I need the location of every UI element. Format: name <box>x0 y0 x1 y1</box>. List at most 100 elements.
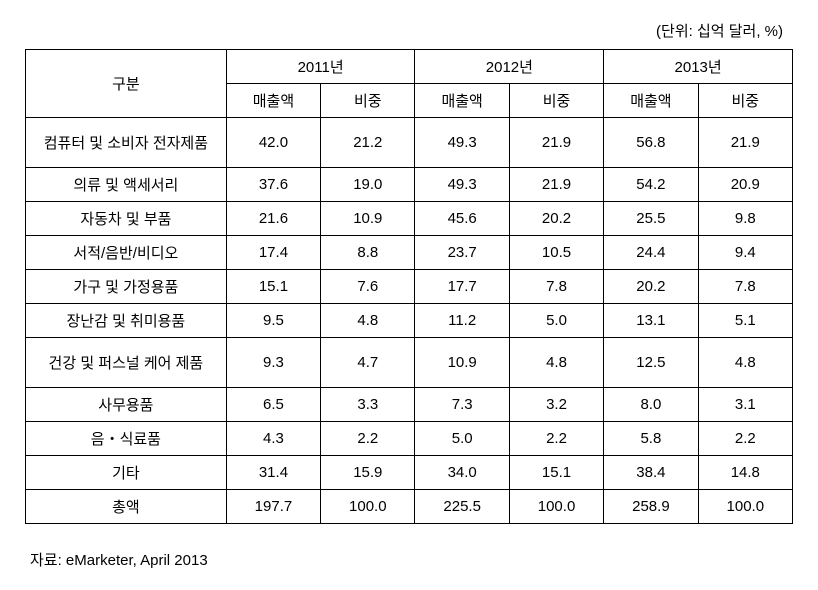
row-value: 15.1 <box>226 270 320 304</box>
row-value: 49.3 <box>415 168 509 202</box>
row-value: 3.3 <box>321 388 415 422</box>
row-value: 8.0 <box>604 388 698 422</box>
row-value: 34.0 <box>415 456 509 490</box>
subheader-sales-1: 매출액 <box>415 84 509 118</box>
row-value: 20.2 <box>509 202 603 236</box>
row-value: 7.8 <box>509 270 603 304</box>
row-value: 21.9 <box>698 118 792 168</box>
subheader-share-2: 비중 <box>698 84 792 118</box>
row-value: 21.9 <box>509 168 603 202</box>
row-value: 23.7 <box>415 236 509 270</box>
table-row: 사무용품6.53.37.33.28.03.1 <box>26 388 793 422</box>
row-category: 총액 <box>26 490 227 524</box>
row-value: 9.5 <box>226 304 320 338</box>
row-value: 21.2 <box>321 118 415 168</box>
table-row: 기타31.415.934.015.138.414.8 <box>26 456 793 490</box>
row-category: 사무용품 <box>26 388 227 422</box>
row-category: 의류 및 액세서리 <box>26 168 227 202</box>
row-category: 건강 및 퍼스널 케어 제품 <box>26 338 227 388</box>
row-value: 100.0 <box>509 490 603 524</box>
table-row: 의류 및 액세서리37.619.049.321.954.220.9 <box>26 168 793 202</box>
row-value: 37.6 <box>226 168 320 202</box>
table-body: 컴퓨터 및 소비자 전자제품42.021.249.321.956.821.9의류… <box>26 118 793 524</box>
row-value: 100.0 <box>698 490 792 524</box>
row-value: 17.7 <box>415 270 509 304</box>
table-row: 건강 및 퍼스널 케어 제품9.34.710.94.812.54.8 <box>26 338 793 388</box>
row-value: 5.8 <box>604 422 698 456</box>
row-value: 15.1 <box>509 456 603 490</box>
row-category: 가구 및 가정용품 <box>26 270 227 304</box>
unit-label: (단위: 십억 달러, %) <box>25 20 793 41</box>
row-value: 4.8 <box>509 338 603 388</box>
row-value: 13.1 <box>604 304 698 338</box>
row-value: 10.5 <box>509 236 603 270</box>
row-category: 장난감 및 취미용품 <box>26 304 227 338</box>
row-value: 3.1 <box>698 388 792 422</box>
row-value: 197.7 <box>226 490 320 524</box>
row-value: 9.3 <box>226 338 320 388</box>
row-value: 31.4 <box>226 456 320 490</box>
row-category: 자동차 및 부품 <box>26 202 227 236</box>
row-value: 15.9 <box>321 456 415 490</box>
row-value: 9.8 <box>698 202 792 236</box>
row-value: 4.8 <box>321 304 415 338</box>
row-value: 20.2 <box>604 270 698 304</box>
row-value: 21.6 <box>226 202 320 236</box>
subheader-share-0: 비중 <box>321 84 415 118</box>
table-row: 장난감 및 취미용품9.54.811.25.013.15.1 <box>26 304 793 338</box>
row-value: 10.9 <box>415 338 509 388</box>
row-value: 5.0 <box>509 304 603 338</box>
row-value: 38.4 <box>604 456 698 490</box>
row-value: 4.8 <box>698 338 792 388</box>
row-value: 8.8 <box>321 236 415 270</box>
table-row: 가구 및 가정용품15.17.617.77.820.27.8 <box>26 270 793 304</box>
table-row: 음・식료품4.32.25.02.25.82.2 <box>26 422 793 456</box>
row-value: 14.8 <box>698 456 792 490</box>
header-year-0: 2011년 <box>226 50 415 84</box>
row-category: 기타 <box>26 456 227 490</box>
row-value: 2.2 <box>698 422 792 456</box>
row-value: 42.0 <box>226 118 320 168</box>
row-value: 7.6 <box>321 270 415 304</box>
subheader-share-1: 비중 <box>509 84 603 118</box>
header-year-2: 2013년 <box>604 50 793 84</box>
row-value: 11.2 <box>415 304 509 338</box>
row-value: 12.5 <box>604 338 698 388</box>
table-row: 컴퓨터 및 소비자 전자제품42.021.249.321.956.821.9 <box>26 118 793 168</box>
row-value: 4.3 <box>226 422 320 456</box>
row-value: 19.0 <box>321 168 415 202</box>
row-value: 7.3 <box>415 388 509 422</box>
row-category: 음・식료품 <box>26 422 227 456</box>
table-row: 서적/음반/비디오17.48.823.710.524.49.4 <box>26 236 793 270</box>
row-value: 54.2 <box>604 168 698 202</box>
row-value: 7.8 <box>698 270 792 304</box>
row-value: 2.2 <box>509 422 603 456</box>
row-value: 5.0 <box>415 422 509 456</box>
row-value: 258.9 <box>604 490 698 524</box>
row-value: 10.9 <box>321 202 415 236</box>
subheader-sales-0: 매출액 <box>226 84 320 118</box>
row-value: 56.8 <box>604 118 698 168</box>
header-row-1: 구분 2011년 2012년 2013년 <box>26 50 793 84</box>
row-category: 컴퓨터 및 소비자 전자제품 <box>26 118 227 168</box>
subheader-sales-2: 매출액 <box>604 84 698 118</box>
row-value: 9.4 <box>698 236 792 270</box>
table-row: 총액197.7100.0225.5100.0258.9100.0 <box>26 490 793 524</box>
row-value: 17.4 <box>226 236 320 270</box>
row-value: 2.2 <box>321 422 415 456</box>
row-value: 5.1 <box>698 304 792 338</box>
data-table: 구분 2011년 2012년 2013년 매출액 비중 매출액 비중 매출액 비… <box>25 49 793 524</box>
row-value: 25.5 <box>604 202 698 236</box>
row-value: 49.3 <box>415 118 509 168</box>
table-row: 자동차 및 부품21.610.945.620.225.59.8 <box>26 202 793 236</box>
row-value: 3.2 <box>509 388 603 422</box>
row-value: 4.7 <box>321 338 415 388</box>
row-value: 24.4 <box>604 236 698 270</box>
row-value: 100.0 <box>321 490 415 524</box>
header-year-1: 2012년 <box>415 50 604 84</box>
row-value: 45.6 <box>415 202 509 236</box>
header-category: 구분 <box>26 50 227 118</box>
row-category: 서적/음반/비디오 <box>26 236 227 270</box>
row-value: 20.9 <box>698 168 792 202</box>
row-value: 21.9 <box>509 118 603 168</box>
